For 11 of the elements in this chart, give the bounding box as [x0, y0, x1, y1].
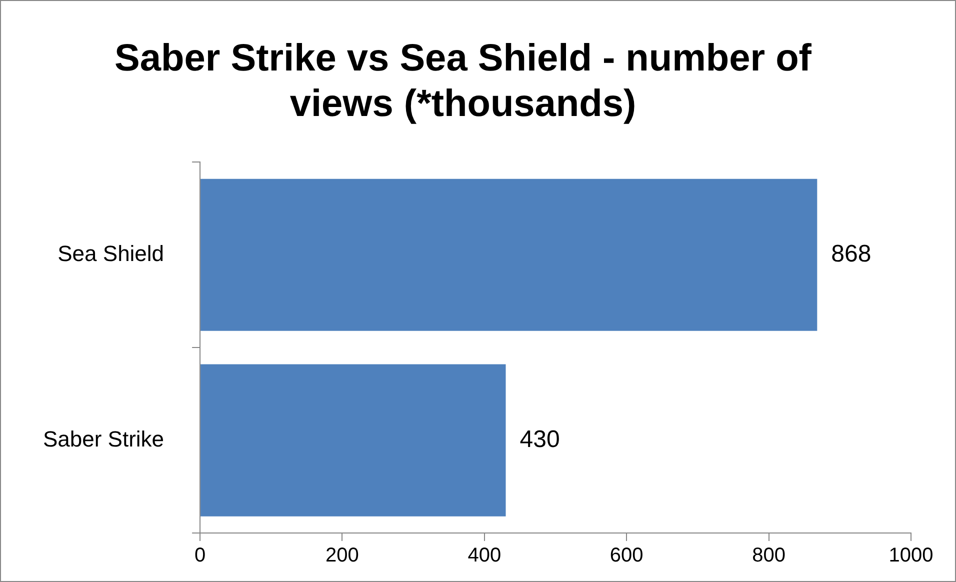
x-tick-label: 400 — [468, 544, 502, 567]
data-label: 868 — [831, 240, 872, 268]
y-tick-label: Saber Strike — [42, 426, 164, 452]
x-tick-label: 800 — [752, 544, 786, 567]
data-label: 430 — [520, 426, 560, 453]
x-tick-label: 0 — [194, 544, 206, 567]
x-tick-label: 600 — [610, 544, 644, 567]
x-tick-label: 1000 — [888, 544, 934, 567]
x-tick-label: 200 — [326, 544, 359, 567]
y-tick-label: Sea Shield — [58, 240, 164, 266]
chart-title: Saber Strike vs Sea Shield - number of views (*thousands) — [114, 37, 812, 125]
